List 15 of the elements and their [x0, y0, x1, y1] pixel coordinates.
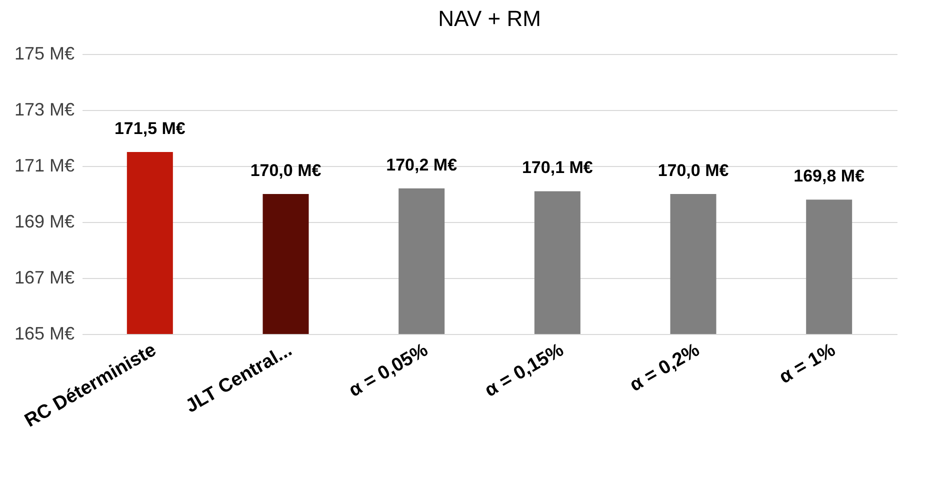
y-tick-label: 165 M€: [14, 324, 74, 344]
y-tick-label: 173 M€: [14, 100, 74, 120]
data-label: 170,0 M€: [658, 161, 730, 180]
y-tick-label: 171 M€: [14, 156, 74, 176]
chart-title: NAV + RM: [438, 6, 541, 31]
x-tick-label: α = 0,2%: [626, 340, 704, 396]
y-tick-label: 169 M€: [14, 212, 74, 232]
data-label: 170,2 M€: [386, 155, 458, 174]
y-tick-label: 175 M€: [14, 44, 74, 64]
data-label: 170,0 M€: [250, 161, 322, 180]
y-tick-label: 167 M€: [14, 268, 74, 288]
data-label: 171,5 M€: [114, 119, 186, 138]
x-tick-label: α = 1%: [776, 340, 840, 388]
data-label: 170,1 M€: [522, 158, 594, 178]
data-label: 169,8 M€: [794, 166, 866, 186]
